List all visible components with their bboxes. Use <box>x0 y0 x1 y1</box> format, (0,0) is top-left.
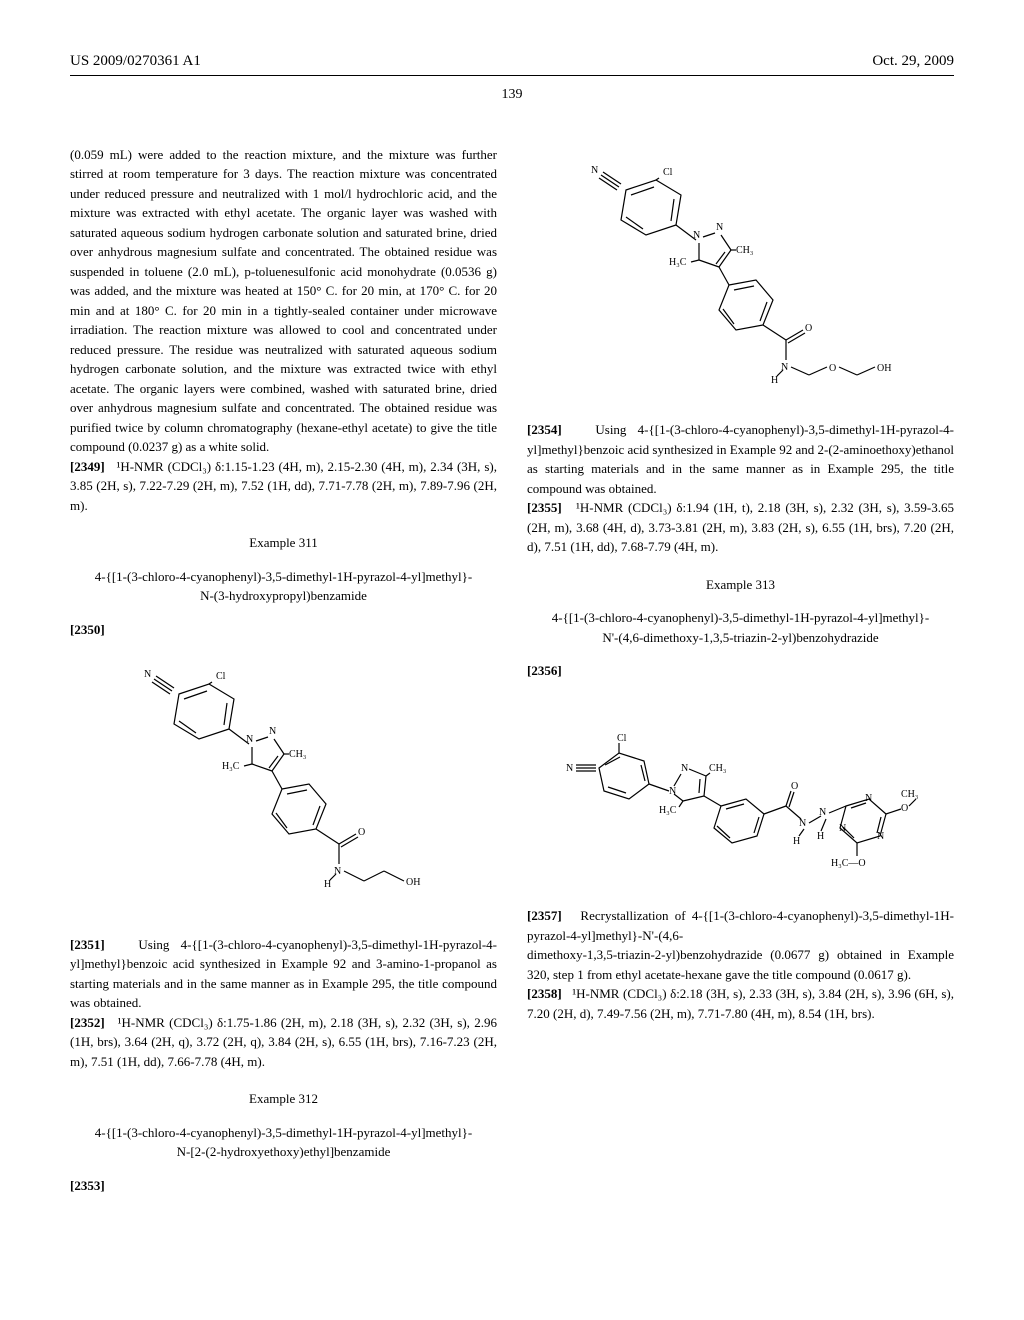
svg-text:N: N <box>693 230 700 241</box>
ref-2356-block: [2356] <box>527 661 954 681</box>
structure-312: Cl N N N CH₃ H₃C <box>527 145 954 401</box>
ref-2356: [2356] <box>527 663 562 678</box>
ref-2351: [2351] <box>70 937 105 952</box>
text-2357b: dimethoxy-1,3,5-triazin-2-yl)benzohydraz… <box>527 945 954 984</box>
svg-text:H: H <box>324 879 331 890</box>
ref-2354: [2354] <box>527 422 562 437</box>
ref-2357: [2357] <box>527 908 562 923</box>
svg-text:CH₃: CH₃ <box>901 789 918 800</box>
svg-text:CH₃: CH₃ <box>709 763 726 774</box>
svg-text:N: N <box>877 831 884 842</box>
example-311-heading: Example 311 <box>70 533 497 553</box>
svg-text:H: H <box>793 836 800 847</box>
nmr-2358: [2358] ¹H-NMR (CDCl₃) δ:2.18 (3H, s), 2.… <box>527 984 954 1023</box>
svg-text:O: O <box>829 363 836 374</box>
svg-text:N: N <box>681 763 688 774</box>
svg-text:OH: OH <box>406 877 420 888</box>
nmr-text-2355: ¹H-NMR (CDCl₃) δ:1.94 (1H, t), 2.18 (3H,… <box>527 500 954 554</box>
para-2354: [2354] Using 4-{[1-(3-chloro-4-cyanophen… <box>527 420 954 498</box>
para-2357: [2357] Recrystallization of 4-{[1-(3-chl… <box>527 906 954 945</box>
svg-text:N: N <box>246 734 253 745</box>
svg-text:H₃C—O: H₃C—O <box>831 858 866 869</box>
structure-313: N Cl N N CH₃ H₃C <box>527 691 954 887</box>
ref-2353-block: [2353] <box>70 1176 497 1196</box>
svg-text:O: O <box>805 323 812 334</box>
svg-text:N: N <box>819 807 826 818</box>
svg-text:N: N <box>591 165 598 176</box>
nmr-2355: [2355] ¹H-NMR (CDCl₃) δ:1.94 (1H, t), 2.… <box>527 498 954 557</box>
ref-2355: [2355] <box>527 500 562 515</box>
svg-text:N: N <box>865 793 872 804</box>
svg-text:O: O <box>791 781 798 792</box>
svg-text:N: N <box>269 726 276 737</box>
structure-311: Cl N N N CH₃ H₃C <box>70 649 497 915</box>
svg-text:N: N <box>566 763 573 774</box>
text-2357a: Recrystallization of 4-{[1-(3-chloro-4-c… <box>527 908 954 943</box>
svg-text:OH: OH <box>877 363 891 374</box>
svg-text:Cl: Cl <box>216 671 226 682</box>
svg-text:Cl: Cl <box>663 167 673 178</box>
text-2354: Using 4-{[1-(3-chloro-4-cyanophenyl)-3,5… <box>527 422 954 496</box>
nmr-text-2352: ¹H-NMR (CDCl₃) δ:1.75-1.86 (2H, m), 2.18… <box>70 1015 497 1069</box>
nmr-2349: [2349] ¹H-NMR (CDCl₃) δ:1.15-1.23 (4H, m… <box>70 457 497 516</box>
example-313-title: 4-{[1-(3-chloro-4-cyanophenyl)-3,5-dimet… <box>548 608 932 647</box>
svg-text:N: N <box>716 222 723 233</box>
svg-text:H₃C: H₃C <box>222 761 240 772</box>
ref-2353: [2353] <box>70 1178 105 1193</box>
svg-text:H₃C: H₃C <box>669 257 687 268</box>
patent-number: US 2009/0270361 A1 <box>70 50 201 73</box>
paragraph-continuation: (0.059 mL) were added to the reaction mi… <box>70 145 497 457</box>
example-311-title: 4-{[1-(3-chloro-4-cyanophenyl)-3,5-dimet… <box>91 567 475 606</box>
svg-text:Cl: Cl <box>617 733 627 744</box>
svg-text:H: H <box>817 831 824 842</box>
ref-2349: [2349] <box>70 459 105 474</box>
svg-text:H: H <box>771 375 778 386</box>
ref-2358: [2358] <box>527 986 562 1001</box>
ref-2352: [2352] <box>70 1015 105 1030</box>
nmr-2352: [2352] ¹H-NMR (CDCl₃) δ:1.75-1.86 (2H, m… <box>70 1013 497 1072</box>
svg-text:H₃C: H₃C <box>659 805 677 816</box>
para-2351: [2351] Using 4-{[1-(3-chloro-4-cyanophen… <box>70 935 497 1013</box>
svg-text:O: O <box>358 827 365 838</box>
page-number: 139 <box>70 84 954 105</box>
svg-text:CH₃: CH₃ <box>736 245 753 256</box>
svg-text:N: N <box>799 818 806 829</box>
example-313-heading: Example 313 <box>527 575 954 595</box>
text-2351: Using 4-{[1-(3-chloro-4-cyanophenyl)-3,5… <box>70 937 497 1011</box>
ref-2350: [2350] <box>70 622 105 637</box>
example-312-heading: Example 312 <box>70 1089 497 1109</box>
svg-text:O: O <box>901 803 908 814</box>
svg-text:N: N <box>144 669 151 680</box>
example-312-title: 4-{[1-(3-chloro-4-cyanophenyl)-3,5-dimet… <box>91 1123 475 1162</box>
patent-date: Oct. 29, 2009 <box>872 50 954 73</box>
ref-2350-block: [2350] <box>70 620 497 640</box>
svg-text:CH₃: CH₃ <box>289 749 306 760</box>
nmr-text-2358: ¹H-NMR (CDCl₃) δ:2.18 (3H, s), 2.33 (3H,… <box>527 986 954 1021</box>
nmr-text-2349: ¹H-NMR (CDCl₃) δ:1.15-1.23 (4H, m), 2.15… <box>70 459 497 513</box>
